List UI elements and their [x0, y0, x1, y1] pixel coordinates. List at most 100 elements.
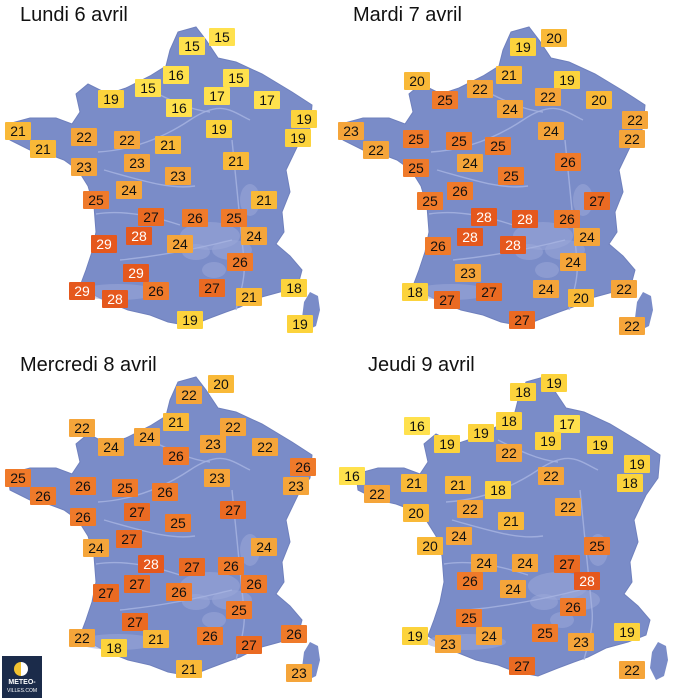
temperature-label: 27	[554, 555, 580, 573]
temperature-label: 16	[404, 417, 430, 435]
panel-title: Mercredi 8 avril	[20, 354, 157, 377]
temperature-label: 22	[220, 418, 246, 436]
temperature-label: 27	[122, 613, 148, 631]
logo-line-1: METEO-	[2, 679, 42, 686]
temperature-label: 27	[116, 530, 142, 548]
temperature-label: 25	[485, 137, 511, 155]
temperature-label: 19	[285, 129, 311, 147]
temperature-label: 15	[135, 79, 161, 97]
temperature-label: 24	[476, 627, 502, 645]
temperature-label: 19	[402, 627, 428, 645]
relief-shading	[202, 612, 226, 628]
france-mainland	[341, 27, 645, 326]
panel-title: Mardi 7 avril	[353, 4, 462, 27]
temperature-label: 21	[223, 152, 249, 170]
temperature-label: 19	[587, 436, 613, 454]
temperature-label: 24	[533, 280, 559, 298]
temperature-label: 27	[236, 636, 262, 654]
temperature-label: 22	[619, 661, 645, 679]
temperature-label: 24	[446, 527, 472, 545]
temperature-label: 24	[574, 228, 600, 246]
temperature-label: 15	[223, 69, 249, 87]
temperature-label: 27	[124, 575, 150, 593]
temperature-label: 24	[512, 554, 538, 572]
temperature-label: 23	[338, 122, 364, 140]
temperature-label: 22	[114, 131, 140, 149]
temperature-label: 15	[179, 37, 205, 55]
temperature-label: 24	[500, 580, 526, 598]
temperature-label: 19	[468, 424, 494, 442]
temperature-label: 18	[402, 283, 428, 301]
temperature-label: 21	[30, 140, 56, 158]
temperature-label: 27	[584, 192, 610, 210]
temperature-label: 26	[555, 153, 581, 171]
temperature-label: 17	[254, 91, 280, 109]
temperature-label: 16	[163, 66, 189, 84]
temperature-label: 21	[496, 66, 522, 84]
temperature-label: 26	[166, 583, 192, 601]
temperature-label: 20	[417, 537, 443, 555]
temperature-label: 20	[208, 375, 234, 393]
temperature-label: 21	[236, 288, 262, 306]
temperature-label: 21	[5, 122, 31, 140]
temperature-label: 28	[102, 290, 128, 308]
temperature-label: 25	[417, 192, 443, 210]
temperature-label: 28	[138, 555, 164, 573]
temperature-label: 23	[568, 633, 594, 651]
temperature-label: 25	[221, 209, 247, 227]
temperature-label: 28	[512, 210, 538, 228]
relief-shading	[202, 262, 226, 278]
temperature-label: 19	[206, 120, 232, 138]
logo-line-2: VILLES.COM	[2, 688, 42, 694]
temperature-label: 27	[509, 657, 535, 675]
temperature-label: 27	[199, 279, 225, 297]
temperature-label: 19	[291, 110, 317, 128]
temperature-label: 24	[241, 227, 267, 245]
temperature-label: 24	[83, 539, 109, 557]
temperature-label: 23	[455, 264, 481, 282]
temperature-label: 23	[283, 477, 309, 495]
temperature-label: 24	[497, 100, 523, 118]
temperature-label: 28	[574, 572, 600, 590]
temperature-label: 21	[155, 136, 181, 154]
temperature-label: 24	[116, 181, 142, 199]
temperature-label: 25	[456, 609, 482, 627]
temperature-label: 29	[123, 264, 149, 282]
temperature-label: 26	[197, 627, 223, 645]
temperature-label: 28	[457, 228, 483, 246]
temperature-label: 19	[434, 435, 460, 453]
temperature-label: 27	[179, 558, 205, 576]
temperature-label: 26	[218, 557, 244, 575]
temperature-label: 24	[134, 428, 160, 446]
temperature-label: 25	[83, 191, 109, 209]
temperature-label: 19	[287, 315, 313, 333]
temperature-label: 21	[498, 512, 524, 530]
temperature-label: 23	[286, 664, 312, 682]
temperature-label: 25	[165, 514, 191, 532]
temperature-label: 26	[457, 572, 483, 590]
temperature-label: 25	[498, 167, 524, 185]
temperature-label: 26	[70, 508, 96, 526]
temperature-label: 26	[560, 598, 586, 616]
temperature-label: 21	[176, 660, 202, 678]
temperature-label: 22	[538, 467, 564, 485]
temperature-label: 28	[500, 236, 526, 254]
temperature-label: 20	[404, 72, 430, 90]
temperature-label: 24	[471, 554, 497, 572]
temperature-label: 18	[510, 383, 536, 401]
temperature-label: 22	[619, 130, 645, 148]
temperature-label: 18	[485, 481, 511, 499]
temperature-label: 23	[124, 154, 150, 172]
temperature-label: 26	[554, 210, 580, 228]
temperature-label: 19	[624, 455, 650, 473]
temperature-label: 26	[70, 477, 96, 495]
temperature-label: 18	[281, 279, 307, 297]
temperature-label: 25	[403, 159, 429, 177]
temperature-label: 20	[586, 91, 612, 109]
temperature-label: 22	[467, 80, 493, 98]
temperature-label: 23	[204, 469, 230, 487]
temperature-label: 18	[496, 412, 522, 430]
temperature-label: 22	[622, 111, 648, 129]
temperature-label: 26	[281, 625, 307, 643]
temperature-label: 27	[138, 208, 164, 226]
